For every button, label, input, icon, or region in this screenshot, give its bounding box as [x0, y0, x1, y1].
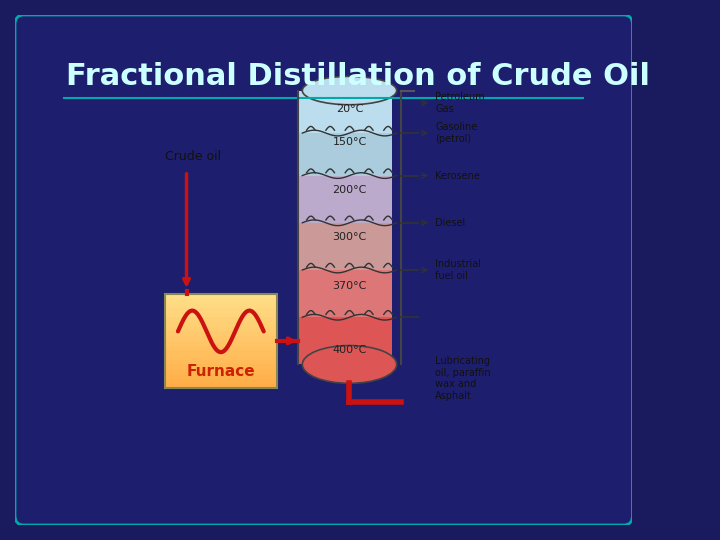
Bar: [165, 308, 276, 313]
Text: Crude oil: Crude oil: [165, 150, 221, 163]
Bar: [298, 133, 392, 176]
Text: 20°C: 20°C: [336, 104, 363, 114]
Bar: [165, 298, 276, 303]
Bar: [165, 313, 276, 317]
Text: Gasoline
(petrol): Gasoline (petrol): [436, 122, 477, 144]
Bar: [165, 379, 276, 383]
Text: Lubricating
oil, paraffin
wax and
Asphalt: Lubricating oil, paraffin wax and Asphal…: [436, 356, 491, 401]
Text: Fractional Distillation of Crude Oil: Fractional Distillation of Crude Oil: [66, 62, 650, 91]
Bar: [298, 176, 392, 223]
Bar: [165, 369, 276, 374]
Ellipse shape: [302, 76, 397, 105]
Bar: [165, 322, 276, 327]
Bar: [165, 327, 276, 332]
Bar: [165, 346, 276, 350]
Bar: [165, 355, 276, 360]
Text: 400°C: 400°C: [333, 345, 366, 355]
Bar: [165, 383, 276, 388]
Bar: [165, 350, 276, 355]
Bar: [165, 317, 276, 322]
Bar: [165, 336, 276, 341]
Bar: [165, 332, 276, 336]
Bar: [298, 317, 392, 364]
Text: 200°C: 200°C: [333, 185, 366, 195]
Text: Kerosene: Kerosene: [436, 171, 480, 180]
Bar: [298, 223, 392, 270]
Bar: [165, 303, 276, 308]
Text: 370°C: 370°C: [333, 281, 366, 291]
Text: 300°C: 300°C: [333, 232, 366, 242]
Text: Petroleum
Gas: Petroleum Gas: [436, 92, 485, 113]
Bar: [298, 91, 392, 133]
Text: Industrial
fuel oil: Industrial fuel oil: [436, 259, 481, 281]
Bar: [165, 341, 276, 346]
Bar: [165, 360, 276, 365]
Bar: [165, 364, 276, 369]
FancyBboxPatch shape: [15, 15, 632, 525]
Text: 150°C: 150°C: [333, 137, 366, 146]
Ellipse shape: [302, 346, 397, 383]
Text: Diesel: Diesel: [436, 218, 466, 228]
Text: Furnace: Furnace: [186, 363, 255, 379]
Bar: [298, 270, 392, 317]
Bar: [165, 294, 276, 298]
Bar: [165, 374, 276, 379]
Bar: [165, 294, 276, 388]
